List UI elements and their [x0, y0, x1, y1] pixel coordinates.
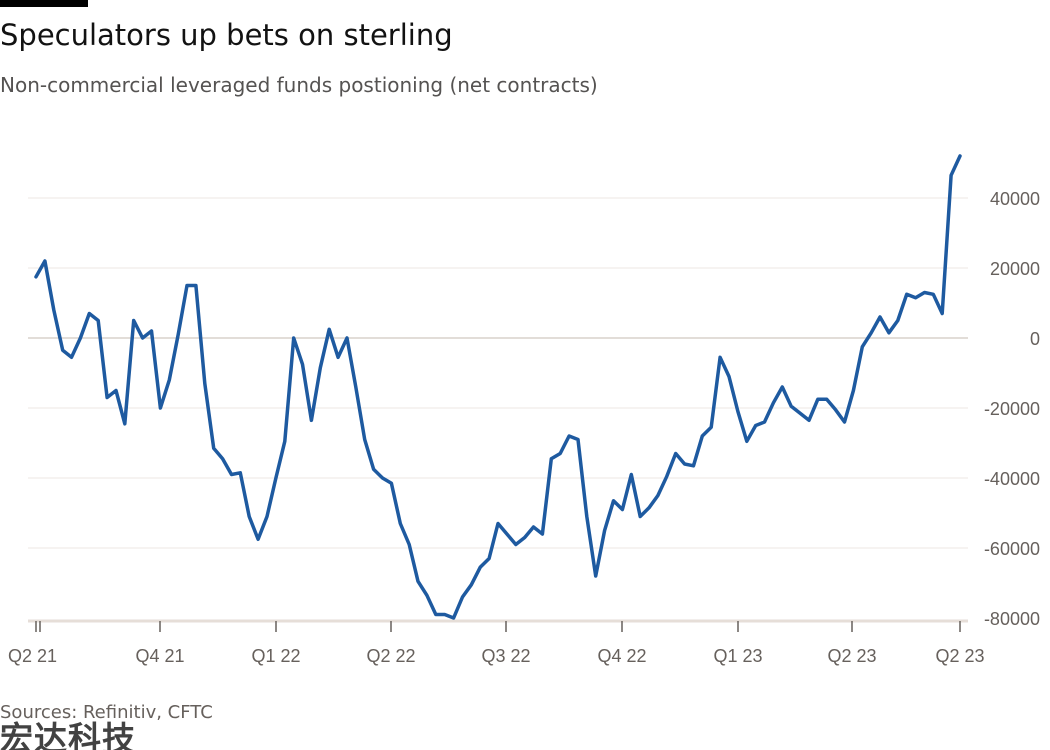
x-tick-label: Q1 23 — [713, 646, 762, 666]
series-line — [34, 154, 962, 620]
axis-layer: 40000 20000 0 -20000 -40000 -60000 -80000 Q2 21… — [8, 189, 1040, 666]
x-tick-label: Q2 23 — [827, 646, 876, 666]
line-chart: 40000 20000 0 -20000 -40000 -60000 -80000 Q2 21… — [8, 154, 1040, 666]
source-note: Sources: Refinitiv, CFTC — [0, 702, 213, 723]
y-tick-label: -20000 — [984, 399, 1040, 419]
watermark-text: 宏达科技 — [0, 719, 136, 750]
x-tick-label: Q3 22 — [481, 646, 530, 666]
x-tick-label: Q4 22 — [597, 646, 646, 666]
x-tick-label: Q2 23 — [935, 646, 984, 666]
brand-top-bar — [0, 0, 88, 7]
x-tick-label: Q2 21 — [8, 646, 57, 666]
chart-title: Speculators up bets on sterling — [0, 18, 453, 52]
series-layer — [34, 154, 962, 620]
y-tick-label: -80000 — [984, 609, 1040, 629]
x-tick-label: Q1 22 — [251, 646, 300, 666]
y-tick-label: 40000 — [990, 189, 1040, 209]
chart-subtitle: Non-commercial leveraged funds postionin… — [0, 73, 598, 97]
grid-layer — [28, 197, 968, 549]
y-tick-label: -60000 — [984, 539, 1040, 559]
y-tick-label: 20000 — [990, 259, 1040, 279]
x-tick-label: Q4 21 — [135, 646, 184, 666]
y-tick-label: -40000 — [984, 469, 1040, 489]
y-tick-label: 0 — [1030, 329, 1040, 349]
x-tick-label: Q2 22 — [366, 646, 415, 666]
